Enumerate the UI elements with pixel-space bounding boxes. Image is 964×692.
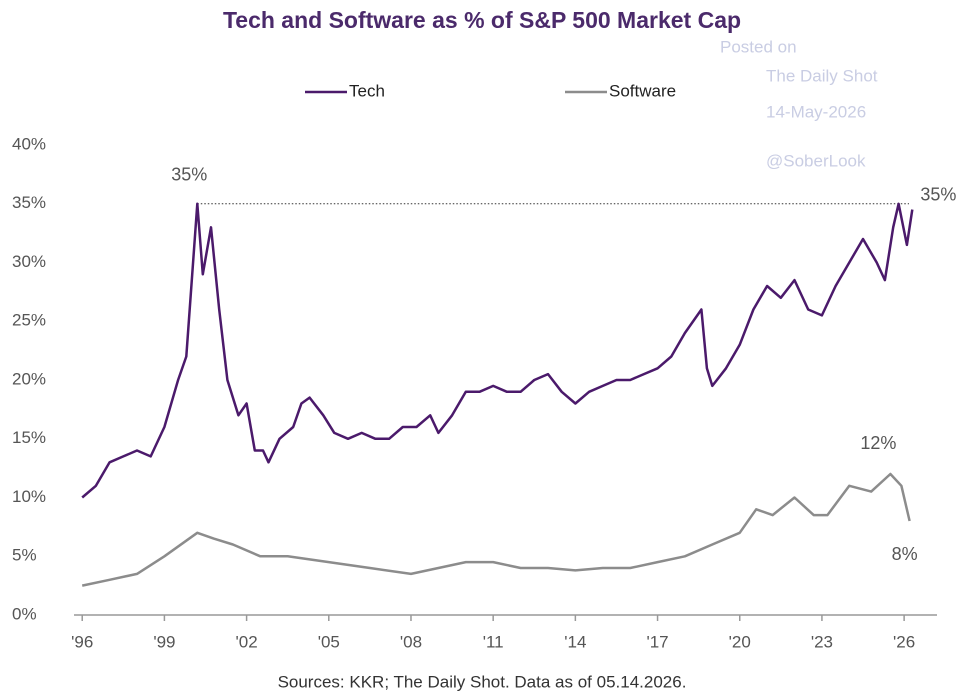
source-note: Sources: KKR; The Daily Shot. Data as of… bbox=[278, 672, 687, 691]
y-tick-label: 35% bbox=[12, 193, 46, 212]
annotation: 12% bbox=[860, 433, 896, 453]
legend-label: Software bbox=[609, 81, 676, 100]
annotation: 8% bbox=[892, 544, 918, 564]
x-tick-label: '02 bbox=[236, 632, 258, 651]
x-tick-label: '14 bbox=[564, 632, 586, 651]
x-tick-label: '23 bbox=[811, 632, 833, 651]
x-tick-label: '05 bbox=[318, 632, 340, 651]
y-tick-label: 5% bbox=[12, 546, 37, 565]
watermark: The Daily Shot bbox=[766, 66, 878, 85]
x-tick-label: '99 bbox=[153, 632, 175, 651]
y-tick-label: 20% bbox=[12, 369, 46, 388]
x-tick-label: '26 bbox=[893, 632, 915, 651]
x-tick-label: '08 bbox=[400, 632, 422, 651]
y-tick-label: 25% bbox=[12, 311, 46, 330]
y-tick-label: 30% bbox=[12, 252, 46, 271]
chart-title: Tech and Software as % of S&P 500 Market… bbox=[223, 7, 741, 33]
x-tick-label: '20 bbox=[729, 632, 751, 651]
y-tick-label: 10% bbox=[12, 487, 46, 506]
y-tick-label: 15% bbox=[12, 428, 46, 447]
annotation: 35% bbox=[171, 165, 207, 185]
series-line bbox=[81, 202, 914, 499]
series-line bbox=[81, 472, 911, 587]
y-tick-label: 0% bbox=[12, 604, 37, 623]
y-tick-label: 40% bbox=[12, 134, 46, 153]
legend-label: Tech bbox=[349, 81, 385, 100]
watermark: Posted on bbox=[720, 37, 797, 56]
x-tick-label: '11 bbox=[483, 632, 504, 651]
annotation: 35% bbox=[920, 185, 956, 205]
watermark: 14-May-2026 bbox=[766, 102, 866, 121]
x-tick-label: '17 bbox=[646, 632, 668, 651]
x-tick-label: '96 bbox=[71, 632, 93, 651]
watermark: @SoberLook bbox=[766, 151, 866, 170]
